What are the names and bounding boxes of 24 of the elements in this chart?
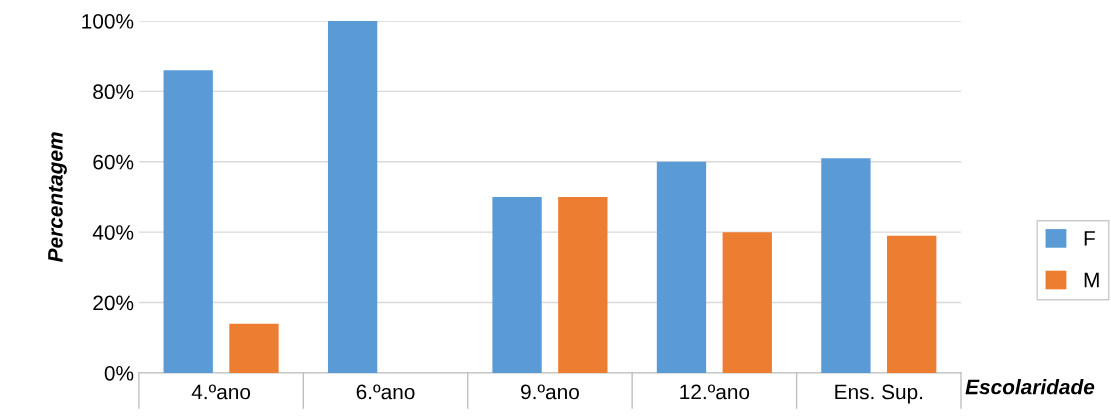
bar — [558, 196, 608, 373]
bar — [163, 70, 213, 373]
legend-label: M — [1084, 272, 1099, 288]
x-tick-label: 6.ºano — [356, 384, 415, 400]
bar — [327, 20, 378, 373]
bar — [492, 196, 542, 373]
x-tick-label: 12.ºano — [680, 384, 750, 400]
y-tick-label: 100% — [82, 13, 134, 29]
bar — [656, 161, 707, 373]
bar — [887, 235, 937, 373]
y-tick-label: 40% — [92, 225, 134, 240]
y-tick-label: 0% — [104, 365, 134, 381]
bar — [229, 323, 279, 373]
bar — [821, 158, 871, 373]
x-tick-label: 9.ºano — [521, 384, 579, 400]
y-tick-label: 60% — [93, 154, 134, 170]
bar — [722, 232, 772, 373]
y-tick-label: 20% — [93, 295, 134, 311]
y-tick-label: 80% — [93, 84, 134, 100]
legend-label: F — [1084, 231, 1095, 246]
y-axis-title: Percentagem — [48, 132, 67, 262]
x-tick-label: 4.ºano — [191, 384, 251, 400]
x-tick-label: Ens. Sup. — [835, 384, 923, 404]
x-axis-title: Escolaridade — [965, 379, 1095, 395]
